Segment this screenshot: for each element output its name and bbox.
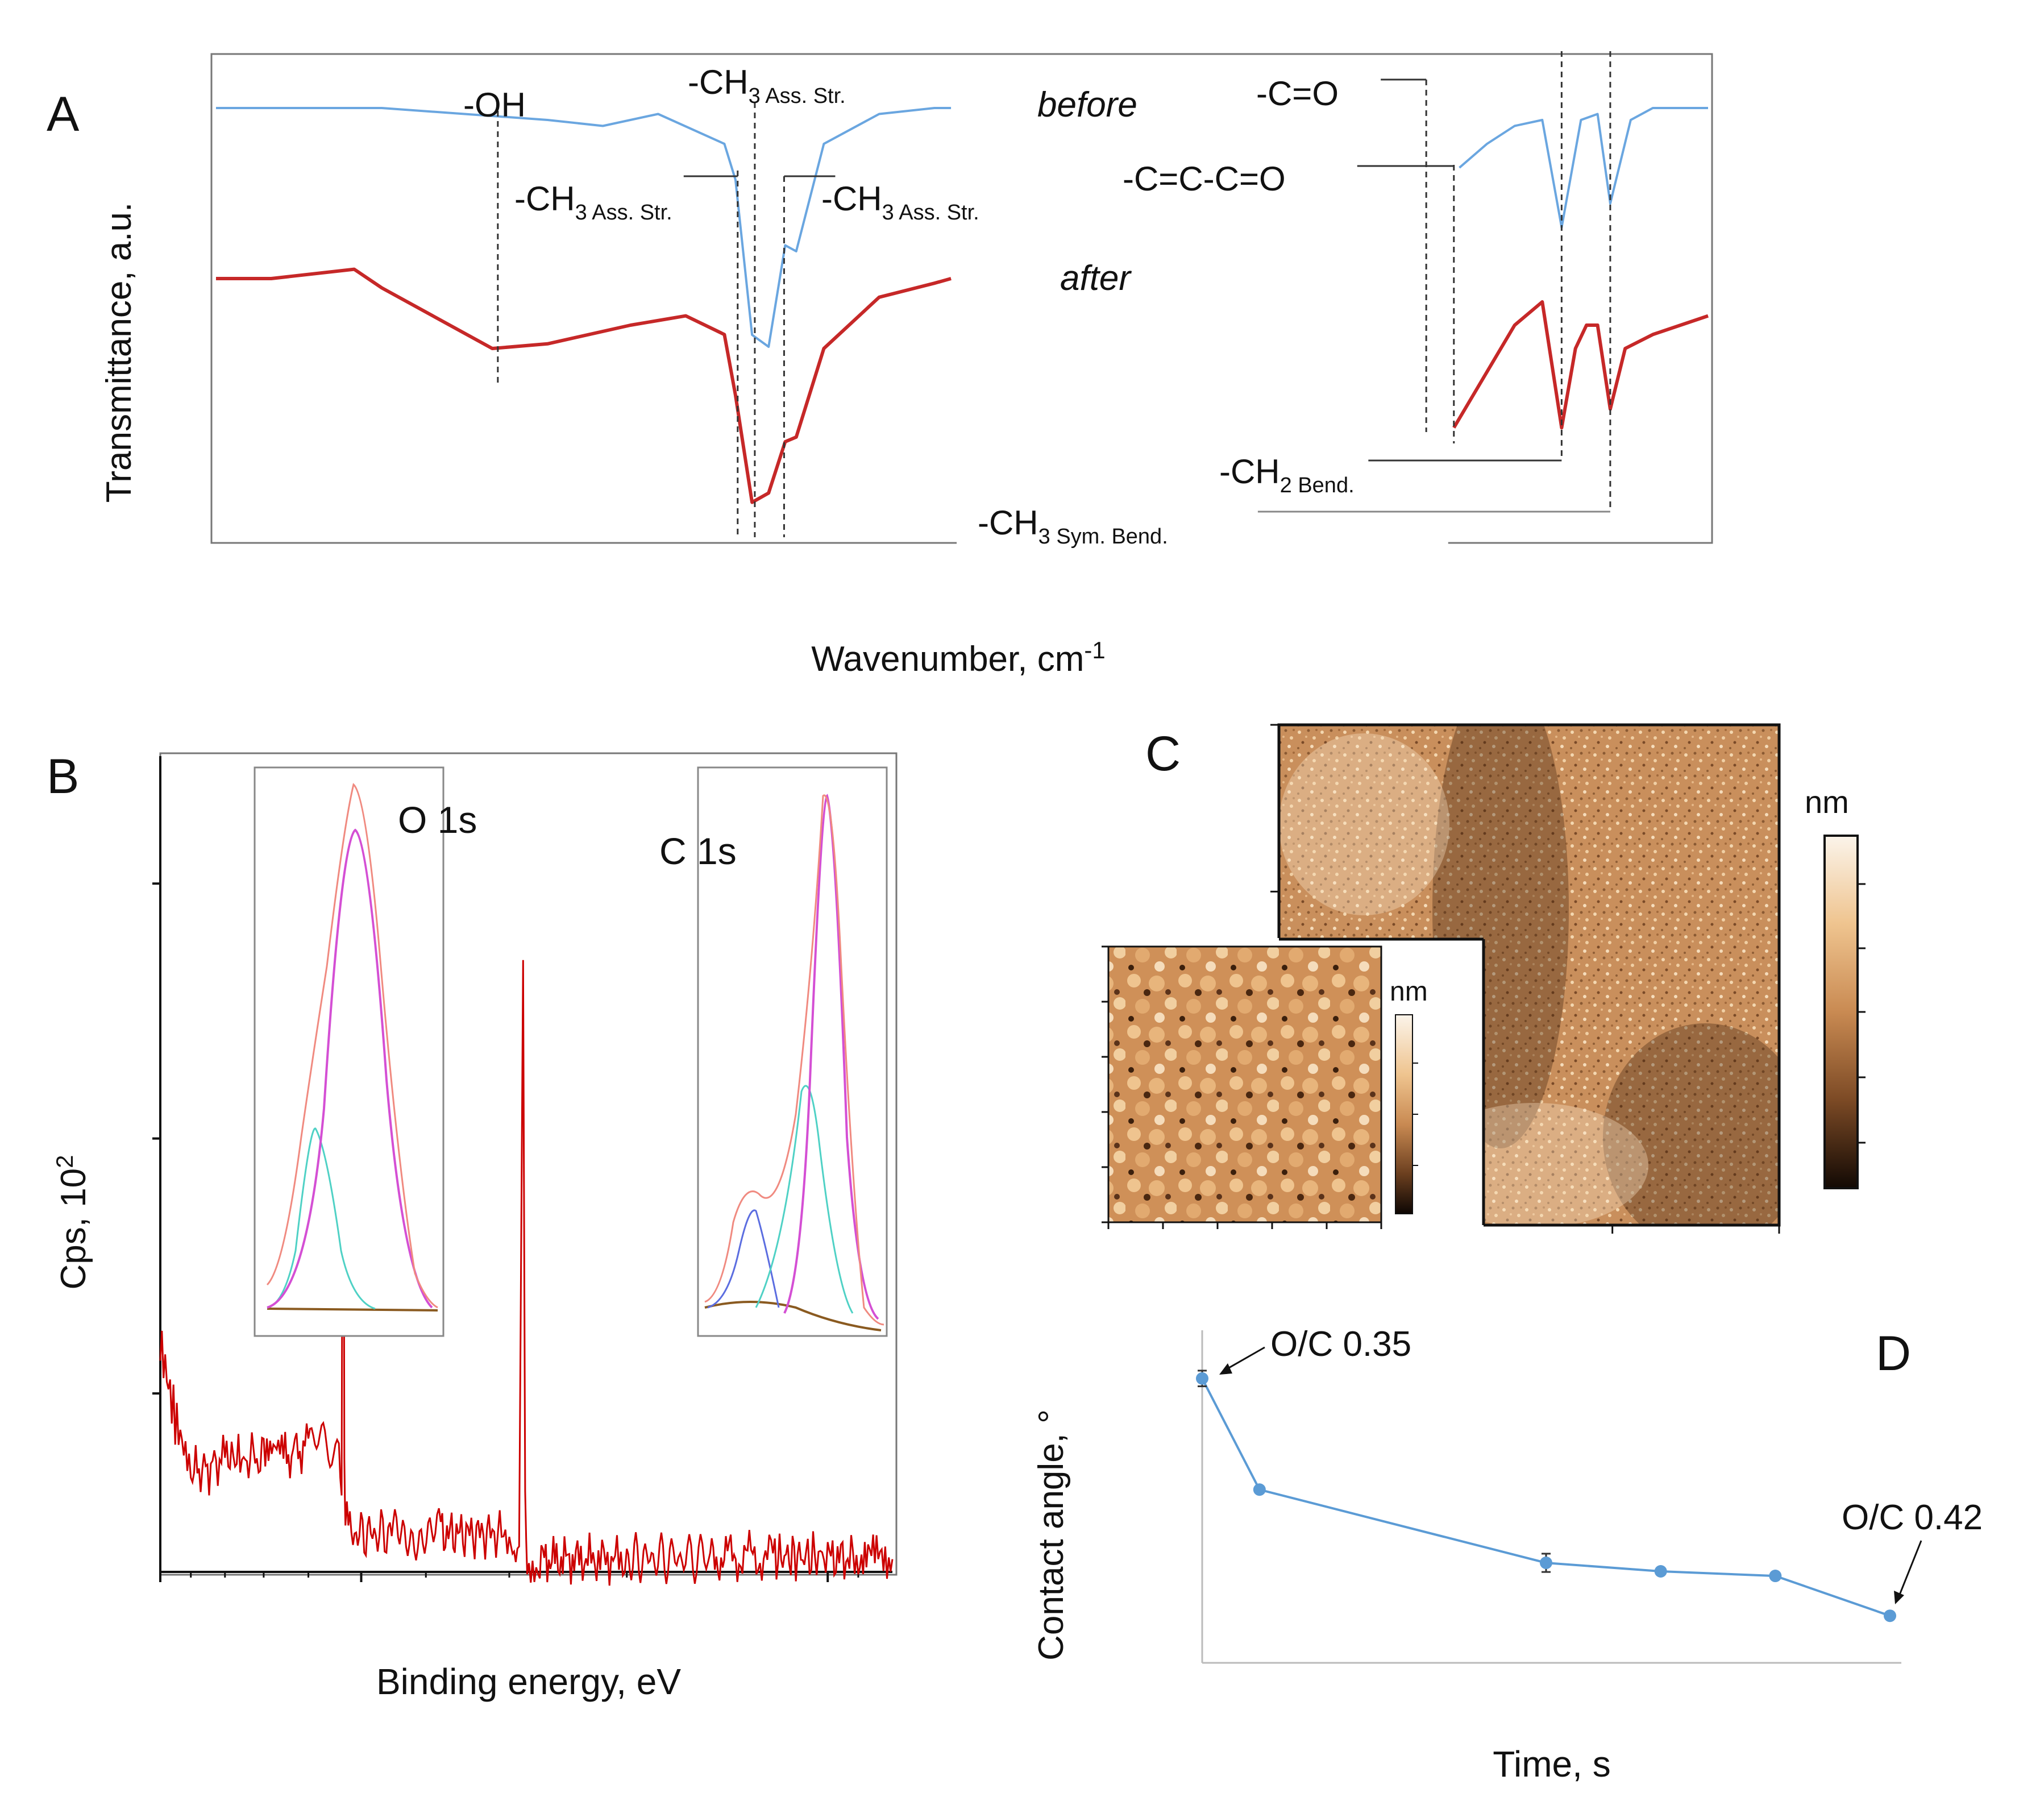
c1s-component-magenta <box>783 794 879 1320</box>
data-point <box>1884 1609 1896 1622</box>
curve-before-left <box>216 107 952 348</box>
colorbar-inset-ticks <box>1412 1063 1418 1166</box>
xps-survey-curve <box>159 883 894 1586</box>
panel-c: C nm nm <box>1029 723 1866 1290</box>
y-axis-label: Contact angle, ° <box>1032 1409 1071 1661</box>
peak-label-main: -CH <box>514 180 575 218</box>
curve-before-right <box>1459 107 1708 229</box>
data-point <box>1196 1372 1208 1385</box>
series-label-after: after <box>1060 259 1132 298</box>
xps-survey-line <box>159 883 894 1586</box>
y-axis-label: Transmittance, a.u. <box>99 202 139 503</box>
peak-label: -OH <box>463 86 526 124</box>
ftir-curves <box>216 107 1709 504</box>
c1s-envelope <box>704 794 884 1326</box>
contact-angle-series <box>1196 1370 1896 1622</box>
axis-gap-mask <box>957 537 1448 549</box>
peak-label-main: -C=O <box>1256 74 1339 113</box>
panel-a-frame <box>210 53 1713 544</box>
peak-label-sub: 3 Sym. Bend. <box>1038 525 1168 549</box>
arrowhead-oc-end <box>1894 1591 1904 1604</box>
colorbar-main-title: nm <box>1805 784 1849 820</box>
colorbar-inset <box>1395 1014 1413 1214</box>
c1s-label: C 1s <box>659 830 737 872</box>
arrow-oc-start <box>1224 1346 1265 1371</box>
peak-annotations: -OH-CH3 Ass. Str.-CH3 Ass. Str. -CH3 Ass.… <box>463 51 1611 549</box>
x-axis-label: Wavenumber, cm-1 <box>811 637 1105 679</box>
data-point <box>1253 1483 1266 1496</box>
o1s-label: O 1s <box>398 799 477 841</box>
o1s-component-magenta <box>267 828 433 1309</box>
peak-label-sub: 3 Ass. Str. <box>575 201 672 225</box>
data-point <box>1654 1565 1667 1578</box>
colorbar-main-ticks <box>1858 883 1866 1144</box>
panel-label-d: D <box>1876 1326 1911 1381</box>
panel-d: D O/C 0.35 O/C 0.42 Contact angle, ° Tim… <box>1032 1325 1983 1785</box>
o1s-inset: O 1s <box>254 766 477 1337</box>
arrow-oc-end <box>1897 1540 1922 1598</box>
peak-label: -CH3 Ass. Str. <box>688 63 846 108</box>
arrowhead-oc-start <box>1219 1363 1232 1375</box>
data-point <box>1540 1557 1552 1570</box>
o1s-envelope <box>266 783 438 1309</box>
c1s-component-blue <box>707 1209 780 1309</box>
panel-a: A -OH-CH3 Ass. Str.-CH3 Ass. Str. -CH3 As… <box>47 51 1713 679</box>
peak-label: -CH2 Bend. <box>1219 453 1355 497</box>
panel-label-c: C <box>1145 727 1181 781</box>
data-point <box>1769 1570 1782 1583</box>
peak-label-main: -CH <box>1219 453 1280 491</box>
panel-b: B O 1s C 1s Cps, 102 Binding energy, eV <box>47 749 898 1702</box>
curve-after-right <box>1452 300 1709 430</box>
panel-label-b: B <box>47 749 79 804</box>
y-axis-label: Cps, 102 <box>51 1155 93 1289</box>
peak-label-sub: 2 Bend. <box>1280 474 1355 497</box>
o1s-component-cyan <box>267 1127 376 1310</box>
afm-inset-frame <box>1107 945 1382 1223</box>
peak-label-main: -OH <box>463 86 526 124</box>
c1s-baseline <box>704 1301 882 1331</box>
peak-label: -C=O <box>1256 74 1339 113</box>
x-axis-label: Time, s <box>1493 1744 1610 1785</box>
peak-label-main: -C=C-C=O <box>1123 160 1286 198</box>
peak-label-sub: 3 Ass. Str. <box>882 201 979 225</box>
curve-after-left <box>216 267 952 504</box>
axis-gap <box>957 537 1448 549</box>
peak-label-main: -CH <box>821 180 882 218</box>
peak-label-main: -CH <box>978 504 1038 542</box>
x-axis-label: Binding energy, eV <box>376 1661 681 1702</box>
colorbar-inset-title: nm <box>1390 977 1428 1007</box>
contact-angle-line <box>1201 1377 1891 1617</box>
annotation-oc-end: O/C 0.42 <box>1842 1498 1983 1537</box>
panel-label-a: A <box>47 87 80 142</box>
afm-inset-image <box>1108 947 1381 1222</box>
peak-label: -CH3 Ass. Str. <box>821 180 979 225</box>
o1s-inset-frame <box>254 766 444 1337</box>
peak-label-main: -CH <box>688 63 749 101</box>
peak-label-sub: 3 Ass. Str. <box>749 84 846 108</box>
peak-label: -C=C-C=O <box>1123 160 1286 198</box>
peak-label: -CH3 Ass. Str. <box>514 180 672 225</box>
o1s-baseline <box>267 1308 438 1312</box>
colorbar-main <box>1823 835 1859 1189</box>
afm-inset-axes <box>1102 945 1382 1229</box>
contact-angle-axes <box>1201 1330 1901 1664</box>
peak-label: -CH3 Sym. Bend. <box>978 504 1168 549</box>
series-label-before: before <box>1037 85 1137 125</box>
c1s-inset: C 1s <box>659 766 888 1337</box>
annotation-oc-start: O/C 0.35 <box>1270 1325 1411 1364</box>
c1s-inset-frame <box>697 766 888 1337</box>
